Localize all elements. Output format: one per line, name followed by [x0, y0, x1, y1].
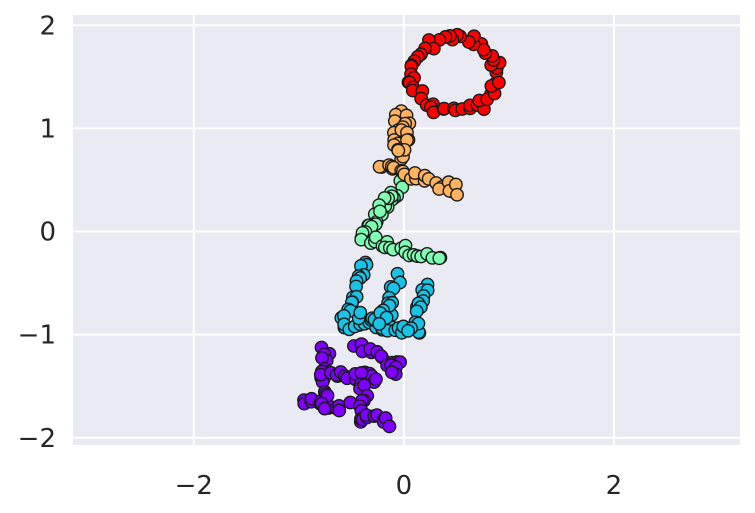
y-tick-label: −2: [18, 424, 56, 454]
data-point: [491, 75, 506, 90]
y-tick-label: −1: [18, 321, 56, 351]
series-3: [372, 104, 464, 202]
series-2: [354, 173, 448, 266]
grid: [73, 15, 740, 445]
data-point: [382, 419, 397, 434]
data-point: [372, 316, 387, 331]
data-points: [297, 27, 507, 434]
y-tick-label: 1: [39, 114, 56, 144]
data-point: [384, 365, 399, 380]
series-0: [297, 337, 408, 434]
y-tick-label: 2: [39, 11, 56, 41]
x-tick-label: −2: [175, 471, 213, 501]
series-1: [334, 255, 435, 340]
data-point: [369, 372, 383, 387]
data-point: [391, 143, 406, 158]
data-point: [354, 365, 369, 380]
data-point: [332, 403, 347, 418]
y-tick-label: 0: [39, 218, 56, 248]
x-tick-label: 2: [606, 471, 623, 501]
data-point: [432, 251, 447, 266]
x-tick-labels: −2 0 2: [175, 471, 623, 501]
y-tick-labels: −2 −1 0 1 2: [18, 11, 56, 453]
data-point: [373, 204, 387, 219]
data-point: [401, 323, 415, 338]
data-point: [450, 187, 464, 202]
data-point: [353, 305, 368, 320]
series-4: [401, 27, 507, 120]
data-point: [317, 401, 332, 416]
x-tick-label: 0: [396, 471, 413, 501]
